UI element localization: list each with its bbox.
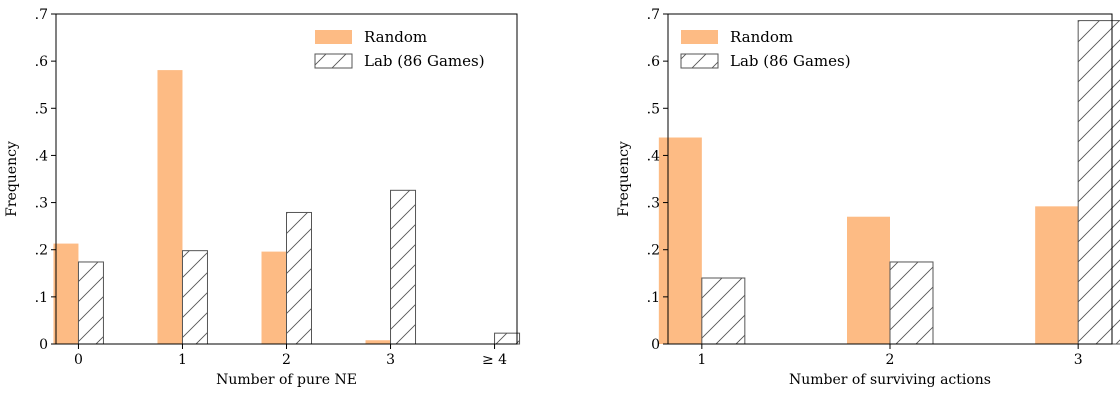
x-tick-label: 2 — [886, 352, 895, 368]
bar-lab-2 — [286, 211, 312, 345]
chart-panel-pure-ne: 0 .1 .2 .3 .4 .5 .6 .7 0 1 2 3 ≥ 4 Number of pure NE F… — [4, 7, 521, 388]
bar-random-1 — [157, 70, 183, 344]
y-tick-label: .4 — [35, 148, 48, 164]
y-tick-label: .3 — [647, 196, 660, 212]
x-tick-label: 1 — [178, 352, 187, 368]
bar-lab-1 — [889, 261, 934, 345]
bar-random-0 — [658, 137, 702, 344]
y-tick-label: .1 — [647, 290, 660, 306]
y-tick-label: 0 — [651, 337, 660, 353]
legend-swatch-random — [315, 30, 352, 44]
legend-label-random: Random — [730, 28, 793, 46]
y-tick-label: .7 — [35, 7, 48, 23]
bar-lab-0 — [77, 261, 104, 345]
x-axis-label: Number of pure NE — [216, 372, 357, 388]
bar-random-2 — [261, 251, 287, 344]
chart-panel-surviving-actions: 0 .1 .2 .3 .4 .5 .6 .7 1 2 3 Number of surviving ac… — [616, 7, 1120, 388]
x-tick-label: ≥ 4 — [482, 352, 507, 368]
x-tick-label: 0 — [74, 352, 83, 368]
y-tick-label: 0 — [39, 337, 48, 353]
bar-random-0 — [53, 243, 79, 344]
y-axis-label: Frequency — [616, 141, 632, 217]
bar-lab-1 — [181, 250, 208, 345]
x-tick-label: 2 — [282, 352, 291, 368]
legend-label-lab: Lab (86 Games) — [364, 52, 485, 70]
legend-swatch-random — [681, 30, 718, 44]
legend-label-random: Random — [364, 28, 427, 46]
bar-random-2 — [1035, 206, 1079, 344]
legend-swatch-lab — [314, 53, 353, 69]
x-axis-label: Number of surviving actions — [789, 372, 991, 388]
y-tick-label: .3 — [35, 196, 48, 212]
legend-label-lab: Lab (86 Games) — [730, 52, 851, 70]
y-tick-label: .6 — [35, 54, 48, 70]
bar-lab-0 — [701, 277, 746, 345]
y-tick-label: .5 — [35, 101, 48, 117]
y-tick-label: .5 — [647, 101, 660, 117]
x-tick-label: 1 — [697, 352, 706, 368]
bar-lab-2 — [1077, 20, 1120, 345]
legend-swatch-lab — [680, 53, 719, 69]
y-axis-label: Frequency — [4, 141, 20, 217]
bar-lab-4 — [494, 332, 521, 345]
y-tick-label: .6 — [647, 54, 660, 70]
y-tick-label: .2 — [647, 243, 660, 259]
y-tick-label: .4 — [647, 148, 660, 164]
y-tick-label: .2 — [35, 243, 48, 259]
y-tick-label: .7 — [647, 7, 660, 23]
x-tick-label: 3 — [386, 352, 395, 368]
bar-random-3 — [365, 340, 391, 344]
x-tick-label: 3 — [1074, 352, 1083, 368]
bar-lab-3 — [390, 189, 417, 345]
bar-random-1 — [847, 216, 890, 344]
y-tick-label: .1 — [35, 290, 48, 306]
